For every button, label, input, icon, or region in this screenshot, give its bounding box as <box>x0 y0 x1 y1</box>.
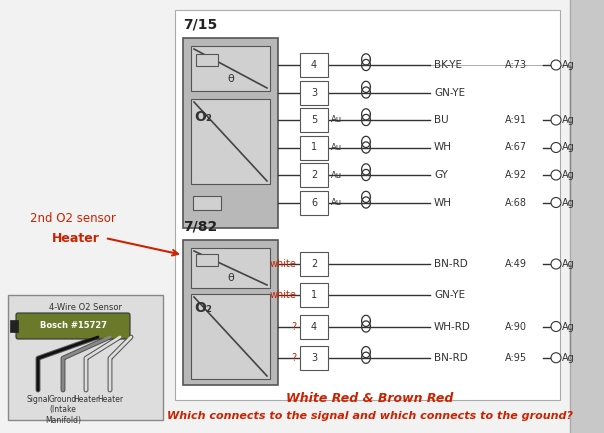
Text: Ag: Ag <box>562 115 575 125</box>
Text: 3: 3 <box>311 87 317 97</box>
Text: BU: BU <box>434 115 449 125</box>
Text: 1: 1 <box>311 290 317 300</box>
Circle shape <box>551 197 561 207</box>
Text: A:49: A:49 <box>505 259 527 269</box>
Bar <box>300 252 328 276</box>
Text: 5: 5 <box>311 115 317 125</box>
Text: GN-YE: GN-YE <box>434 87 465 97</box>
Bar <box>300 136 328 159</box>
Text: 7/15: 7/15 <box>183 18 217 32</box>
Text: 2: 2 <box>311 259 317 269</box>
Bar <box>191 46 270 91</box>
Text: Ag: Ag <box>562 321 575 332</box>
Circle shape <box>551 321 561 332</box>
Text: BN-RD: BN-RD <box>434 353 467 363</box>
Text: Ag: Ag <box>562 197 575 207</box>
Bar <box>183 240 278 385</box>
Text: Heater: Heater <box>52 232 100 245</box>
Bar <box>191 294 270 379</box>
Bar <box>300 108 328 132</box>
Circle shape <box>551 60 561 70</box>
Text: Heater: Heater <box>97 395 123 404</box>
Bar <box>570 0 604 433</box>
Bar <box>300 346 328 370</box>
Text: GY: GY <box>434 170 448 180</box>
Bar <box>300 314 328 339</box>
Text: A:95: A:95 <box>505 353 527 363</box>
Text: WH: WH <box>434 142 452 152</box>
Text: O₂: O₂ <box>194 110 212 124</box>
Text: white: white <box>269 259 296 269</box>
Text: WH: WH <box>434 197 452 207</box>
Bar <box>10 320 18 332</box>
Text: A:68: A:68 <box>505 197 527 207</box>
Bar <box>193 196 221 210</box>
Text: 4-Wire O2 Sensor: 4-Wire O2 Sensor <box>49 303 122 311</box>
Text: BK-YE: BK-YE <box>434 60 462 70</box>
Bar <box>300 283 328 307</box>
Bar <box>175 10 560 400</box>
Text: A:91: A:91 <box>505 115 527 125</box>
Text: θ: θ <box>227 74 234 84</box>
Text: O₂: O₂ <box>194 301 212 315</box>
Text: Au: Au <box>331 171 342 180</box>
Circle shape <box>551 259 561 269</box>
Text: Au: Au <box>331 143 342 152</box>
Bar <box>183 38 278 228</box>
Bar <box>300 81 328 104</box>
Circle shape <box>551 142 561 152</box>
Text: Which connects to the signal and which connects to the ground?: Which connects to the signal and which c… <box>167 411 573 421</box>
Text: A:73: A:73 <box>505 60 527 70</box>
Text: Au: Au <box>331 116 342 125</box>
Text: 4: 4 <box>311 321 317 332</box>
Text: BN-RD: BN-RD <box>434 259 467 269</box>
Bar <box>300 191 328 214</box>
Bar <box>196 54 218 66</box>
Bar <box>300 53 328 77</box>
Text: 6: 6 <box>311 197 317 207</box>
Text: Ag: Ag <box>562 60 575 70</box>
Text: ?: ? <box>291 353 296 363</box>
Circle shape <box>551 353 561 363</box>
Text: Heater: Heater <box>73 395 99 404</box>
Text: Ag: Ag <box>562 170 575 180</box>
Text: White Red & Brown Red: White Red & Brown Red <box>286 391 454 404</box>
Text: 2: 2 <box>311 170 317 180</box>
Bar <box>191 99 270 184</box>
Text: 7/82: 7/82 <box>183 220 217 234</box>
Text: 1: 1 <box>311 142 317 152</box>
Bar <box>191 248 270 288</box>
FancyBboxPatch shape <box>16 313 130 339</box>
Text: WH-RD: WH-RD <box>434 321 471 332</box>
Text: Ag: Ag <box>562 142 575 152</box>
Text: Signal: Signal <box>26 395 50 404</box>
Text: 3: 3 <box>311 353 317 363</box>
Text: GN-YE: GN-YE <box>434 290 465 300</box>
Text: 2nd O2 sensor: 2nd O2 sensor <box>30 211 116 224</box>
Bar <box>300 163 328 187</box>
Circle shape <box>551 170 561 180</box>
Text: Ag: Ag <box>562 353 575 363</box>
Text: white: white <box>269 290 296 300</box>
Text: A:92: A:92 <box>505 170 527 180</box>
Bar <box>196 254 218 266</box>
Text: 4: 4 <box>311 60 317 70</box>
Text: Ag: Ag <box>562 259 575 269</box>
Text: A:90: A:90 <box>505 321 527 332</box>
Text: Au: Au <box>331 198 342 207</box>
Text: Ground
(Intake
Manifold): Ground (Intake Manifold) <box>45 395 81 425</box>
Bar <box>8 295 163 420</box>
Text: Bosch #15727: Bosch #15727 <box>39 321 106 330</box>
Text: A:67: A:67 <box>505 142 527 152</box>
Text: θ: θ <box>227 273 234 283</box>
Circle shape <box>551 115 561 125</box>
Text: ?: ? <box>291 321 296 332</box>
